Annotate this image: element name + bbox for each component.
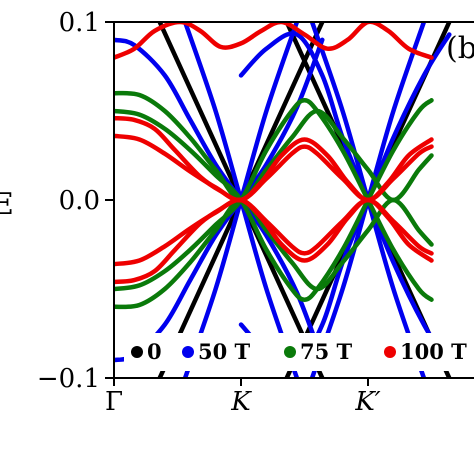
series-3-band-0 <box>114 22 434 60</box>
y-axis-label-text: E <box>0 187 14 222</box>
y-axis-label: E <box>0 187 14 222</box>
legend-item-1: 50 T <box>182 339 251 364</box>
series-3-band-3 <box>114 115 434 203</box>
y-tick-label-1: 0.0 <box>59 186 100 216</box>
legend-label-2: 75 T <box>300 339 353 364</box>
tick-layer: 0.1 0.0 −0.1Γ K K′ <box>37 8 381 417</box>
legend: 0 50 T 75 T 100 T <box>131 339 467 364</box>
y-tick-label-2: −0.1 <box>37 364 100 394</box>
legend-marker-3 <box>384 346 396 358</box>
series-layer <box>114 22 452 378</box>
legend-marker-1 <box>182 346 194 358</box>
series-3 <box>114 22 434 285</box>
x-tick-label-1: K <box>230 387 252 417</box>
legend-marker-0 <box>131 346 143 358</box>
series-2-band-1 <box>114 197 434 310</box>
panel-label: (b <box>446 31 474 66</box>
series-2 <box>114 90 434 310</box>
legend-item-2: 75 T <box>284 339 353 364</box>
series-3-band-4 <box>114 197 434 285</box>
legend-marker-2 <box>284 346 296 358</box>
series-2-band-3 <box>114 98 434 302</box>
x-tick-label-0: Γ <box>105 387 123 417</box>
legend-item-0: 0 <box>131 339 162 364</box>
axes-layer <box>113 21 474 379</box>
series-1-band-0 <box>114 37 325 363</box>
series-2-band-2 <box>114 98 434 302</box>
legend-label-3: 100 T <box>400 339 467 364</box>
x-tick-label-2: K′ <box>354 387 380 417</box>
legend-label-1: 50 T <box>198 339 251 364</box>
y-tick-label-0: 0.1 <box>59 8 100 38</box>
legend-label-0: 0 <box>147 339 162 364</box>
legend-item-3: 100 T <box>384 339 467 364</box>
